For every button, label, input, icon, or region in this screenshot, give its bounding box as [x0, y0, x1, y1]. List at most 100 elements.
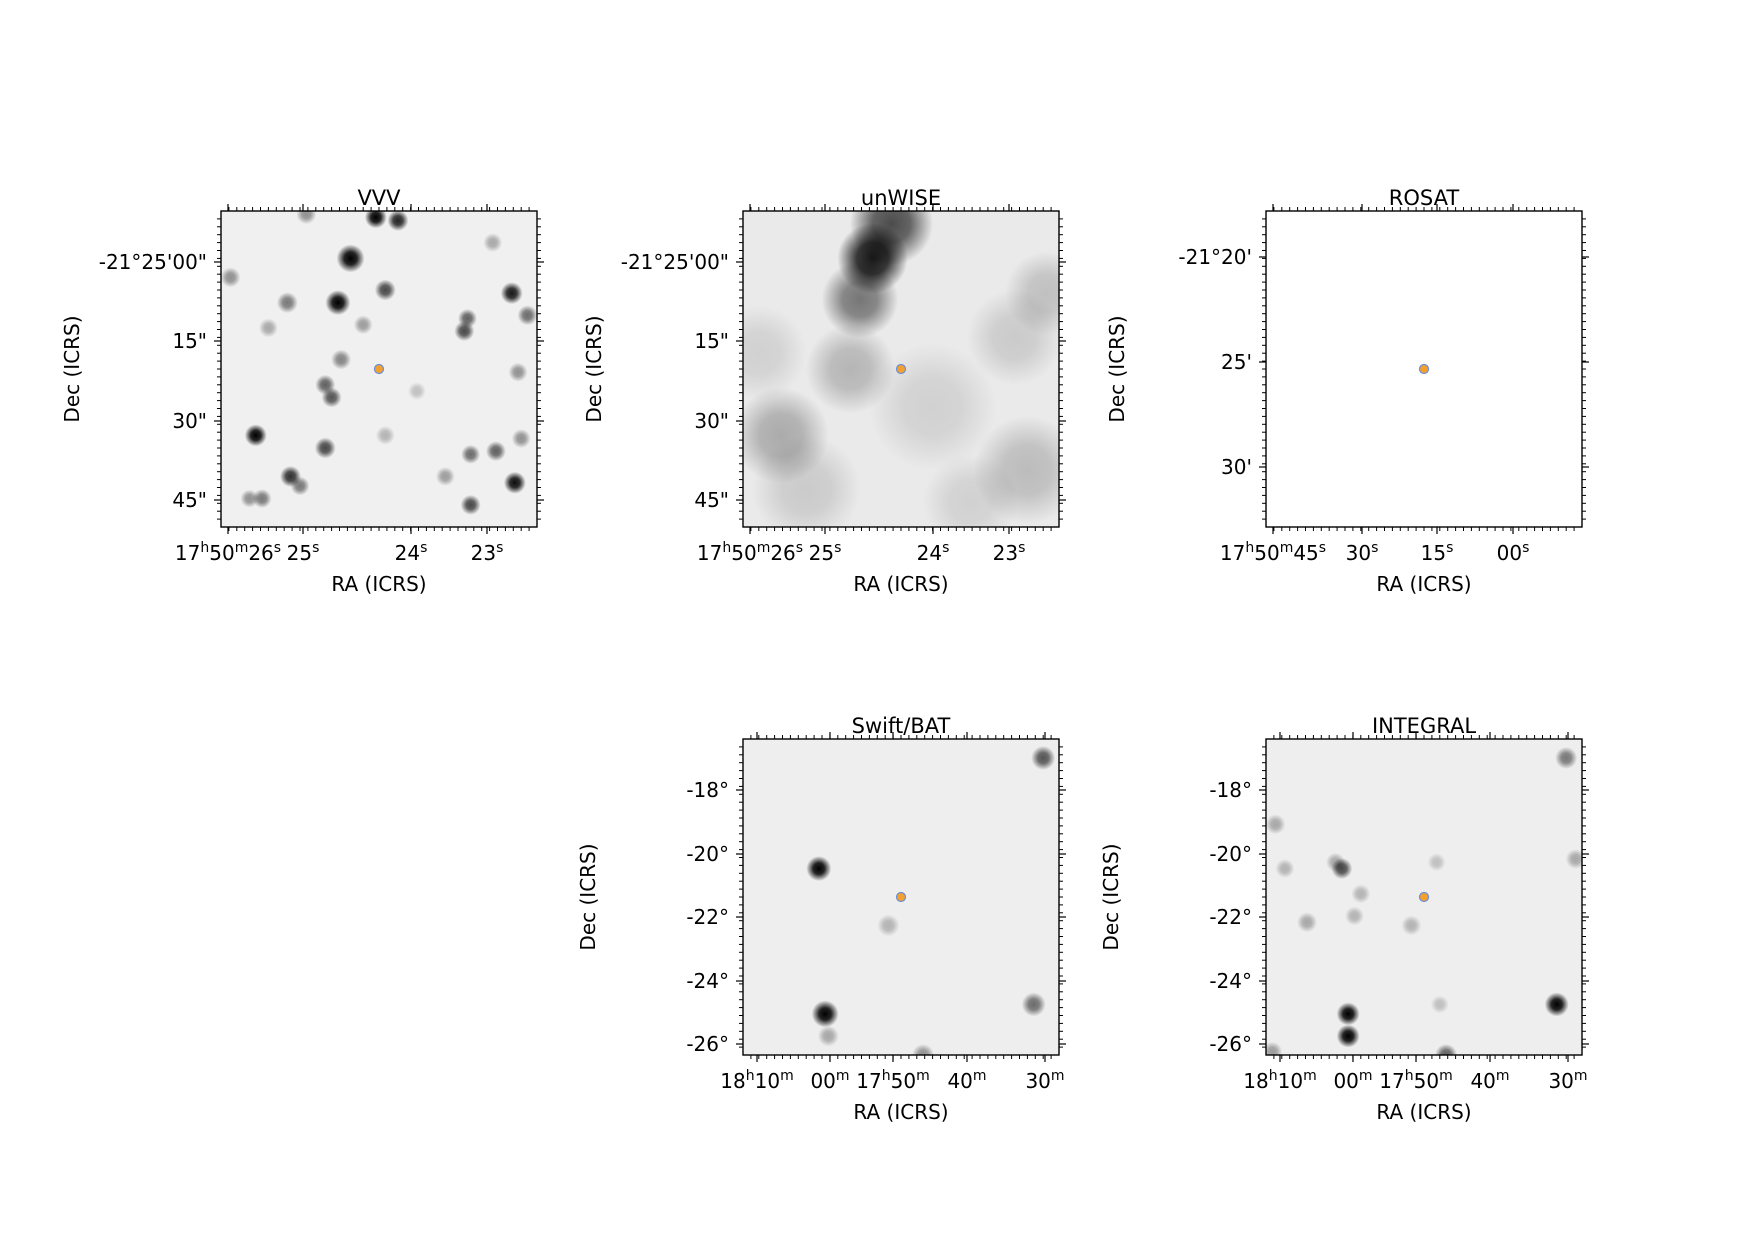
- source-point: [1565, 849, 1582, 870]
- source-point: [811, 1000, 839, 1028]
- y-tick-label: 30': [1221, 455, 1252, 479]
- source-point: [460, 494, 481, 515]
- panel-unwise: 17h50m26s 25s 24s 23s -21°25'00" 15" 30" 45" unW…: [582, 186, 1066, 596]
- source-point: [364, 211, 387, 229]
- x-tick-label: 25s: [809, 540, 842, 565]
- y-tick-label: 30": [694, 409, 729, 433]
- image-content: [743, 211, 1059, 527]
- y-tick-label: -24°: [1209, 969, 1252, 993]
- source-point: [221, 267, 241, 288]
- y-tick-label: 15": [172, 329, 207, 353]
- source-point: [500, 282, 523, 305]
- y-tick-label: -20°: [686, 842, 729, 866]
- haze-blob: [849, 211, 934, 266]
- y-tick-label: 25': [1221, 350, 1252, 374]
- source-point: [1021, 992, 1046, 1017]
- source-point: [374, 279, 396, 301]
- y-tick-label: -18°: [686, 778, 729, 802]
- x-tick-label: 17h50m26s: [175, 540, 281, 565]
- source-point: [508, 362, 528, 382]
- source-point: [331, 349, 352, 370]
- x-tick-label: 00m: [810, 1068, 849, 1093]
- y-tick-label: 45": [172, 488, 207, 512]
- panel-title: ROSAT: [1389, 186, 1460, 210]
- source-point: [1401, 915, 1422, 936]
- haze-blob: [821, 261, 899, 338]
- source-point: [1555, 746, 1578, 769]
- source-point: [353, 315, 373, 335]
- x-tick-label: 24s: [395, 540, 428, 565]
- source-point: [912, 1044, 935, 1055]
- source-point: [240, 489, 259, 508]
- source-point: [1275, 859, 1295, 879]
- image-content: [806, 745, 1056, 1055]
- source-point: [387, 211, 409, 231]
- source-point: [1326, 852, 1346, 872]
- haze-blob: [743, 305, 807, 402]
- x-tick-label: 15s: [1421, 540, 1454, 565]
- y-tick-label: -21°20': [1178, 245, 1252, 269]
- source-point: [1427, 853, 1446, 872]
- haze-blob: [966, 289, 1059, 386]
- panel-title: INTEGRAL: [1372, 714, 1476, 738]
- y-tick-label: 30": [172, 409, 207, 433]
- target-marker: [373, 363, 385, 375]
- target-marker: [1418, 891, 1430, 903]
- y-axis-label: Dec (ICRS): [60, 315, 84, 422]
- haze-blob: [868, 342, 997, 471]
- source-point: [314, 437, 336, 459]
- y-axis-label: Dec (ICRS): [1099, 843, 1123, 950]
- source-point: [321, 387, 342, 408]
- source-point: [1336, 1002, 1360, 1026]
- x-tick-label: 30m: [1548, 1068, 1587, 1093]
- x-tick-label: 00m: [1333, 1068, 1372, 1093]
- source-point: [407, 382, 426, 401]
- source-point: [817, 1025, 839, 1047]
- y-tick-label: 15": [694, 329, 729, 353]
- source-point: [454, 321, 475, 342]
- source-point: [1430, 995, 1449, 1014]
- source-point: [1435, 1044, 1458, 1055]
- x-tick-label: 00s: [1497, 540, 1530, 565]
- source-point: [258, 318, 278, 338]
- x-tick-label: 24s: [917, 540, 950, 565]
- y-axis-label: Dec (ICRS): [582, 315, 606, 422]
- panel-integral: 18h10m 00m 17h50m 40m 30m -18° -20° -22° -24° -26…: [1099, 714, 1589, 1124]
- source-point: [325, 290, 351, 316]
- source-point: [806, 856, 832, 882]
- haze-blob: [922, 453, 1019, 527]
- x-tick-label: 30m: [1025, 1068, 1064, 1093]
- source-point: [1031, 745, 1056, 770]
- source-point: [1344, 906, 1364, 926]
- source-point: [1351, 884, 1371, 904]
- y-tick-label: -22°: [686, 905, 729, 929]
- source-point: [1336, 1024, 1360, 1048]
- source-point: [296, 211, 317, 225]
- y-tick-label: -22°: [1209, 905, 1252, 929]
- y-tick-label: -26°: [1209, 1032, 1252, 1056]
- x-tick-label: 40m: [1470, 1068, 1509, 1093]
- source-point: [1544, 992, 1569, 1017]
- x-axis-label: RA (ICRS): [1376, 1100, 1471, 1124]
- y-axis-label: Dec (ICRS): [576, 843, 600, 950]
- panel-title: unWISE: [861, 186, 941, 210]
- y-axis-label: Dec (ICRS): [1105, 315, 1129, 422]
- x-axis-label: RA (ICRS): [853, 572, 948, 596]
- x-tick-label: 25s: [287, 540, 320, 565]
- panel-title: VVV: [357, 186, 401, 210]
- x-axis-label: RA (ICRS): [331, 572, 426, 596]
- image-content: [221, 211, 537, 515]
- target-marker: [895, 363, 907, 375]
- source-point: [435, 466, 455, 486]
- target-marker: [1418, 363, 1430, 375]
- source-point: [1266, 814, 1286, 835]
- x-tick-label: 18h10m: [1243, 1068, 1316, 1093]
- source-point: [877, 914, 900, 937]
- y-tick-label: -18°: [1209, 778, 1252, 802]
- x-tick-label: 23s: [471, 540, 504, 565]
- x-axis-label: RA (ICRS): [1376, 572, 1471, 596]
- source-point: [1297, 912, 1318, 933]
- source-point: [375, 425, 395, 445]
- source-point: [1266, 1041, 1283, 1055]
